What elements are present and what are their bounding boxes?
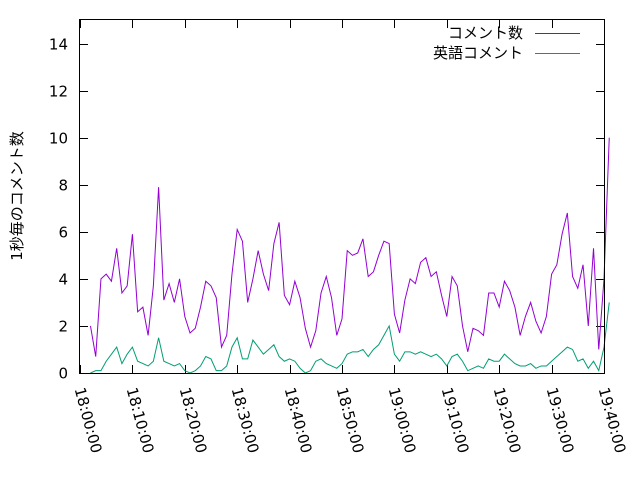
y-tick-label: 8 xyxy=(58,177,68,195)
series-lines xyxy=(89,137,610,374)
y-axis-label: 1秒毎のコメント数 xyxy=(8,131,26,261)
legend-label: コメント数 xyxy=(448,24,523,42)
y-tick-label: 4 xyxy=(58,271,68,289)
y-tick-label: 14 xyxy=(49,36,68,54)
y-tick-label: 12 xyxy=(49,83,68,101)
y-tick-label: 2 xyxy=(58,318,68,336)
plot-frame xyxy=(79,19,605,374)
series-line-1 xyxy=(89,137,610,357)
legend-label: 英語コメント xyxy=(433,44,523,62)
y-tick-label: 0 xyxy=(58,365,68,383)
y-tick-label: 6 xyxy=(58,224,68,242)
series-line-2 xyxy=(90,302,610,374)
y-tick-label: 10 xyxy=(49,130,68,148)
y-tick-labels: 0 2 4 6 8 10 12 14 xyxy=(49,36,68,383)
